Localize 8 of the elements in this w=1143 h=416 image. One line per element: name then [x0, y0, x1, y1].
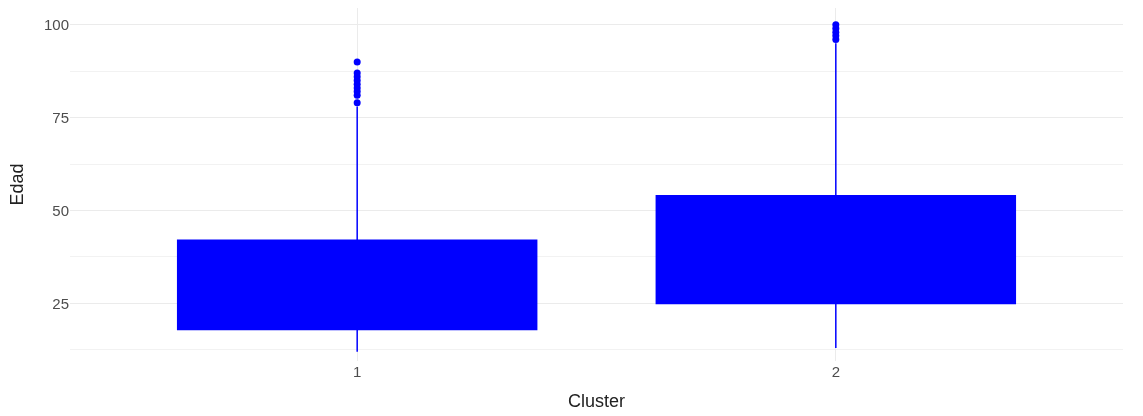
- y-tick-label: 50: [52, 201, 69, 219]
- y-tick-label: 25: [52, 294, 69, 312]
- y-tick-label: 75: [52, 108, 69, 126]
- x-tick-label: 2: [831, 363, 840, 380]
- x-axis-title: Cluster: [567, 391, 626, 412]
- y-tick-label: 100: [43, 15, 69, 33]
- x-tick-label: 1: [353, 363, 362, 380]
- y-axis-title: Edad: [7, 163, 28, 206]
